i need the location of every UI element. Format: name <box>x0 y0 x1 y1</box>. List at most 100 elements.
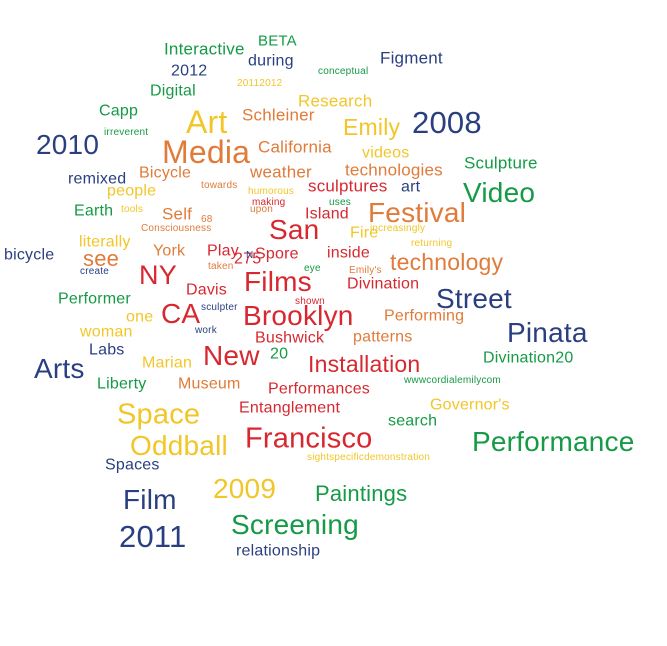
cloud-word: Labs <box>89 341 125 359</box>
cloud-word: sculpter <box>201 302 238 314</box>
cloud-word: Entanglement <box>239 399 341 417</box>
cloud-word: relationship <box>236 542 321 560</box>
cloud-word: N <box>246 250 254 262</box>
cloud-word: videos <box>362 144 410 162</box>
cloud-word: Capp <box>99 102 139 120</box>
cloud-word: Street <box>436 283 512 315</box>
cloud-word: Arts <box>34 353 85 385</box>
cloud-word: 2011 <box>119 518 187 554</box>
cloud-word: Pinata <box>507 317 588 349</box>
cloud-word: Self <box>162 204 193 224</box>
cloud-word: Governor's <box>430 396 510 414</box>
cloud-word: literally <box>79 233 131 251</box>
cloud-word: Performer <box>58 290 131 308</box>
cloud-word: increasingly <box>370 223 426 235</box>
cloud-word: work <box>195 325 217 337</box>
cloud-word: Earth <box>74 202 114 220</box>
cloud-word: bicycle <box>4 246 55 264</box>
cloud-word: making <box>252 197 286 209</box>
cloud-word: Media <box>162 134 251 171</box>
cloud-word: towards <box>201 180 238 192</box>
cloud-word: Consciousness <box>141 223 212 235</box>
cloud-word: returning <box>411 238 453 250</box>
cloud-word: conceptual <box>318 66 369 78</box>
cloud-word: Liberty <box>97 375 147 393</box>
cloud-word: Francisco <box>245 422 373 455</box>
cloud-word: tools <box>121 204 144 216</box>
cloud-word: Marian <box>142 354 193 372</box>
cloud-word: Installation <box>308 351 421 378</box>
cloud-word: Art <box>186 104 228 141</box>
cloud-word: Brooklyn <box>243 300 354 332</box>
cloud-word: inside <box>327 244 371 262</box>
cloud-word: York <box>153 242 186 260</box>
cloud-word: Davis <box>186 281 228 299</box>
cloud-word: Emily <box>343 114 401 141</box>
cloud-word: Performing <box>384 307 465 325</box>
cloud-word: Play <box>207 242 239 260</box>
cloud-word: shown <box>295 296 325 308</box>
cloud-word: 20112012 <box>237 78 283 90</box>
cloud-word: one <box>126 308 154 326</box>
cloud-word: weather <box>250 162 312 182</box>
cloud-word: Interactive <box>164 39 245 59</box>
cloud-word: Bicycle <box>139 164 192 182</box>
cloud-word: see <box>83 245 120 271</box>
cloud-word: sightspecificdemonstration <box>307 452 431 464</box>
cloud-word: Film <box>123 484 177 516</box>
cloud-word: NY <box>139 259 177 290</box>
cloud-word: Emily's <box>349 265 382 277</box>
cloud-word: Spore <box>255 245 299 263</box>
cloud-word: Films <box>244 266 312 298</box>
cloud-word: technology <box>390 249 504 276</box>
cloud-word: 2009 <box>213 473 277 505</box>
cloud-word: art <box>401 178 421 196</box>
cloud-word: Screening <box>231 509 359 541</box>
cloud-word: Schleiner <box>242 105 315 125</box>
cloud-word: Performances <box>268 380 370 398</box>
cloud-word: Video <box>463 177 536 209</box>
cloud-word: Paintings <box>315 480 408 506</box>
cloud-word: 275 <box>234 250 262 268</box>
cloud-word: Figment <box>380 48 443 68</box>
cloud-word: Space <box>117 398 201 431</box>
cloud-word: Research <box>298 91 373 111</box>
cloud-word: BETA <box>258 32 297 50</box>
cloud-word: upon <box>250 204 274 216</box>
cloud-word: Oddball <box>130 430 228 462</box>
cloud-word: patterns <box>353 328 413 346</box>
cloud-word: uses <box>329 197 351 209</box>
cloud-word: Fire <box>350 224 379 242</box>
cloud-word: remixed <box>68 170 127 188</box>
cloud-word: 20 <box>270 345 289 363</box>
cloud-word: Bushwick <box>255 329 325 347</box>
cloud-word: Divination <box>347 275 420 293</box>
cloud-word: California <box>258 137 332 157</box>
cloud-word: 2012 <box>171 62 208 80</box>
cloud-word: Museum <box>178 375 241 393</box>
cloud-word: woman <box>80 323 133 341</box>
cloud-word: search <box>388 412 438 430</box>
cloud-word: create <box>80 266 109 278</box>
cloud-word: irreverent <box>104 127 149 139</box>
cloud-word: 2008 <box>412 104 482 140</box>
cloud-word: technologies <box>345 160 443 180</box>
cloud-word: humorous <box>248 186 295 198</box>
cloud-word: New <box>203 340 260 372</box>
cloud-word: eye <box>304 263 321 275</box>
cloud-word: San <box>269 214 320 246</box>
cloud-word: Sculpture <box>464 153 538 173</box>
cloud-word: sculptures <box>308 176 388 196</box>
cloud-word: Divination20 <box>483 349 574 367</box>
cloud-word: CA <box>161 298 201 330</box>
cloud-word: people <box>107 182 157 200</box>
cloud-word: Performance <box>472 426 635 458</box>
cloud-word: 2010 <box>36 129 100 161</box>
cloud-word: wwwcordialemilycom <box>404 375 501 387</box>
cloud-word: during <box>248 52 294 70</box>
cloud-word: 68 <box>201 214 213 226</box>
cloud-word: Digital <box>150 82 196 100</box>
cloud-word: taken <box>208 261 234 273</box>
cloud-word: Spaces <box>105 456 160 474</box>
